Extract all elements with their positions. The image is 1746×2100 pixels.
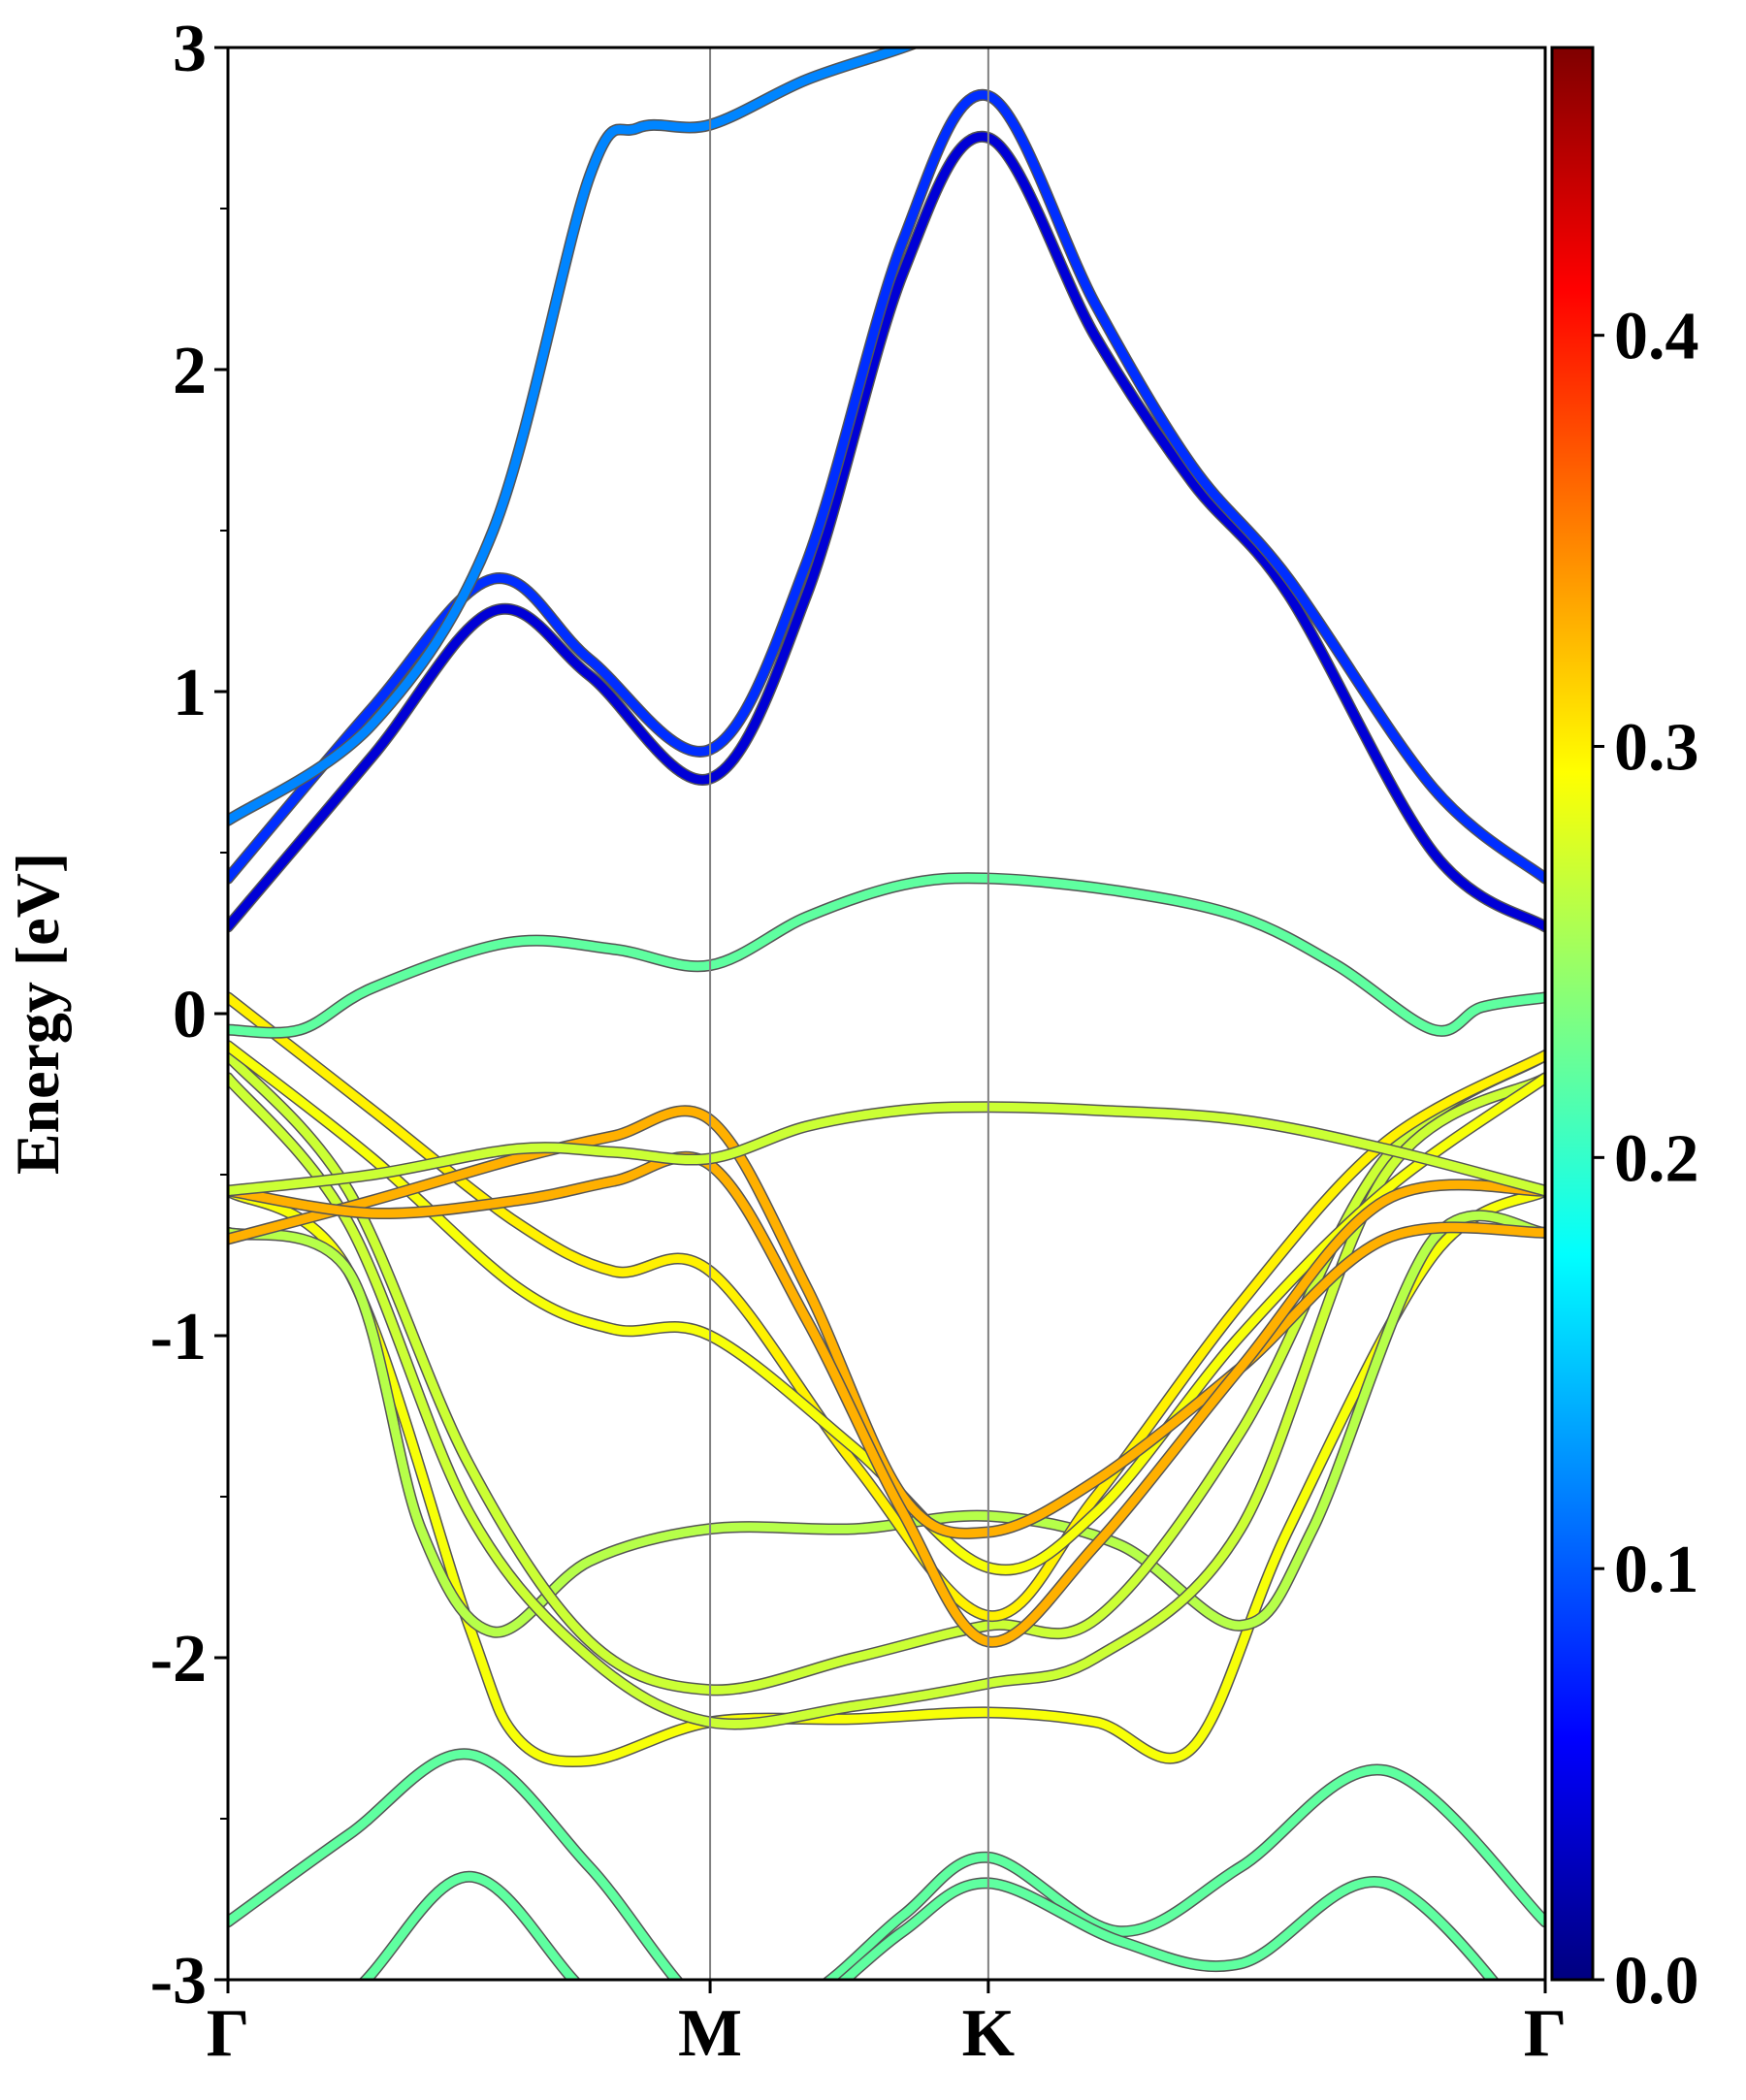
x-tick-label-1: M — [678, 1996, 742, 2071]
band-line-6 — [228, 992, 1545, 1621]
y-tick-label-2: 1 — [173, 656, 207, 730]
colorbar-gradient — [1550, 46, 1595, 1982]
y-tick-label-4: -1 — [150, 1300, 207, 1374]
x-tick-label-2: K — [962, 1996, 1015, 2071]
band-line-13 — [228, 90, 1545, 884]
band-line-11 — [228, 873, 1545, 1038]
band-line-10 — [228, 1102, 1545, 1196]
colorbar: 0.0 0.1 0.2 0.3 0.4 — [1550, 46, 1699, 2019]
y-tick-label-0: 3 — [173, 12, 207, 86]
band-outline-11 — [228, 872, 1545, 1039]
band-outline-13 — [228, 88, 1545, 885]
x-tick-label-3: Γ — [1524, 1996, 1568, 2071]
band-line-8 — [228, 1106, 1545, 1538]
band-line-5 — [228, 1073, 1545, 1728]
colorbar-tick-label-4: 0.4 — [1614, 300, 1699, 374]
y-tick-label-3: 0 — [173, 978, 207, 1052]
band-line-3 — [228, 1211, 1545, 1637]
band-line-14 — [228, 48, 917, 825]
band-line-0 — [228, 1749, 1545, 1980]
band-line-12 — [228, 132, 1545, 931]
y-axis-label: Energy [eV] — [3, 853, 72, 1175]
band-line-9 — [228, 1152, 1545, 1647]
band-line-2 — [228, 1186, 1545, 1766]
x-tick-label-0: Γ — [207, 1996, 250, 2071]
colorbar-tick-label-0: 0.0 — [1614, 1944, 1699, 2019]
band-lines — [228, 48, 1545, 1980]
y-axis-ticks: 3 2 1 0 -1 -2 -3 — [150, 12, 228, 2019]
y-tick-label-6: -3 — [150, 1944, 207, 2019]
colorbar-tick-label-1: 0.1 — [1614, 1533, 1699, 1607]
y-tick-label-5: -2 — [150, 1622, 207, 1696]
y-tick-label-1: 2 — [173, 334, 207, 408]
colorbar-tick-label-3: 0.3 — [1614, 711, 1699, 786]
band-outline-12 — [228, 130, 1545, 933]
kpoint-separators — [709, 48, 989, 1980]
colorbar-tick-label-2: 0.2 — [1614, 1121, 1699, 1196]
band-line-1 — [360, 1872, 1498, 1980]
